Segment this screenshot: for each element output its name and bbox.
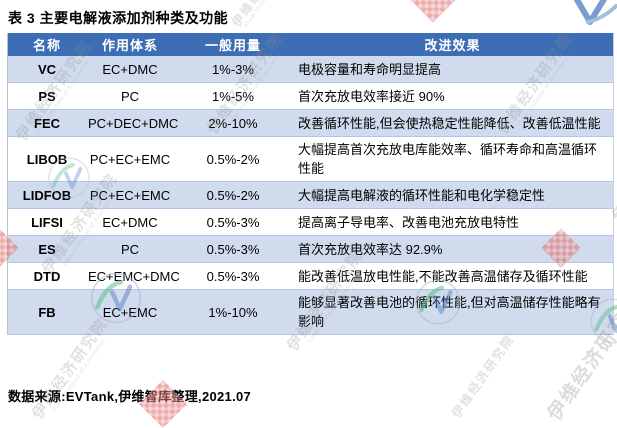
cell-dosage: 0.5%-3% [206, 268, 260, 284]
cell-effect: 提高离子导电率、改善电池充放电特性 [298, 214, 520, 230]
cell-dosage: 0.5%-2% [206, 187, 260, 203]
cell-name: FEC [34, 115, 60, 131]
cell-system: PC [120, 241, 140, 257]
header-dosage: 一般用量 [204, 38, 261, 53]
cell-effect: 改善循环性能,但会使热稳定性能降低、改善低温性能 [298, 115, 601, 131]
table-row: VC EC+DMC 1%-3% 电极容量和寿命明显提高 [8, 56, 613, 82]
table-header-row: 名称 作用体系 一般用量 改进效果 [8, 33, 613, 56]
cell-dosage: 0.5%-3% [206, 214, 260, 230]
table-body: VC EC+DMC 1%-3% 电极容量和寿命明显提高 PS PC 1%-5% 首次充放电效率… [8, 56, 613, 334]
cell-name: LIBOB [26, 151, 68, 167]
header-name: 名称 [32, 38, 61, 53]
header-effect: 改进效果 [424, 38, 481, 53]
table-row: LIDFOB PC+EC+EMC 0.5%-2% 大幅提高电解液的循环性能和电化学稳定… [8, 181, 613, 208]
cell-system: PC+EC+EMC [89, 187, 171, 203]
header-system: 作用体系 [101, 38, 158, 53]
cell-effect: 大幅提高电解液的循环性能和电化学稳定性 [298, 187, 546, 203]
cell-system: EC+EMC [102, 304, 158, 320]
cell-name: LIDFOB [22, 187, 72, 203]
cell-effect: 首次充放电效率达 92.9% [298, 241, 443, 257]
cell-system: PC+DEC+DMC [88, 115, 179, 131]
table-row: FEC PC+DEC+DMC 2%-10% 改善循环性能,但会使热稳定性能降低、改善低… [8, 109, 613, 136]
table-row: FB EC+EMC 1%-10% 能够显著改善电池的循环性能,但对高温储存性能略有影响 [8, 289, 613, 334]
table-row: LIBOB PC+EC+EMC 0.5%-2% 大幅提高首次充放电库能效率、循环寿命和… [8, 136, 613, 181]
cell-system: EC+EMC+DMC [88, 268, 180, 284]
cell-name: VC [37, 61, 57, 77]
additives-table: 名称 作用体系 一般用量 改进效果 VC EC+DMC 1%-3% 电极容量和寿命明显… [7, 33, 614, 335]
table-row: ES PC 0.5%-3% 首次充放电效率达 92.9% [8, 235, 613, 262]
cell-system: EC+DMC [102, 61, 158, 77]
cell-effect: 大幅提高首次充放电库能效率、循环寿命和高温循环性能 [298, 142, 598, 176]
cell-name: PS [38, 88, 56, 104]
cell-dosage: 1%-5% [212, 88, 254, 104]
cell-dosage: 0.5%-3% [206, 241, 260, 257]
table-row: PS PC 1%-5% 首次充放电效率接近 90% [8, 82, 613, 109]
cell-name: FB [38, 304, 56, 320]
cell-system: PC [120, 88, 140, 104]
cell-system: PC+EC+EMC [89, 151, 171, 167]
cell-dosage: 1%-10% [208, 304, 258, 320]
cell-name: LIFSI [31, 214, 63, 230]
cell-dosage: 2%-10% [208, 115, 258, 131]
data-source-note: 数据来源:EVTank,伊维智库整理,2021.07 [8, 389, 252, 404]
cell-effect: 首次充放电效率接近 90% [298, 88, 445, 104]
cell-name: ES [38, 241, 56, 257]
cell-effect: 能改善低温放电性能,不能改善高温储存及循环性能 [298, 268, 588, 284]
cell-name: DTD [33, 268, 61, 284]
cell-dosage: 1%-3% [212, 61, 254, 77]
cell-effect: 电极容量和寿命明显提高 [298, 61, 442, 77]
table-row: LIFSI EC+DMC 0.5%-3% 提高离子导电率、改善电池充放电特性 [8, 208, 613, 235]
cell-dosage: 0.5%-2% [206, 151, 260, 167]
table-title: 表 3 主要电解液添加剂种类及功能 [8, 10, 229, 26]
cell-effect: 能够显著改善电池的循环性能,但对高温储存性能略有影响 [298, 295, 601, 329]
table-row: DTD EC+EMC+DMC 0.5%-3% 能改善低温放电性能,不能改善高温储存及循… [8, 262, 613, 289]
cell-system: EC+DMC [102, 214, 158, 230]
